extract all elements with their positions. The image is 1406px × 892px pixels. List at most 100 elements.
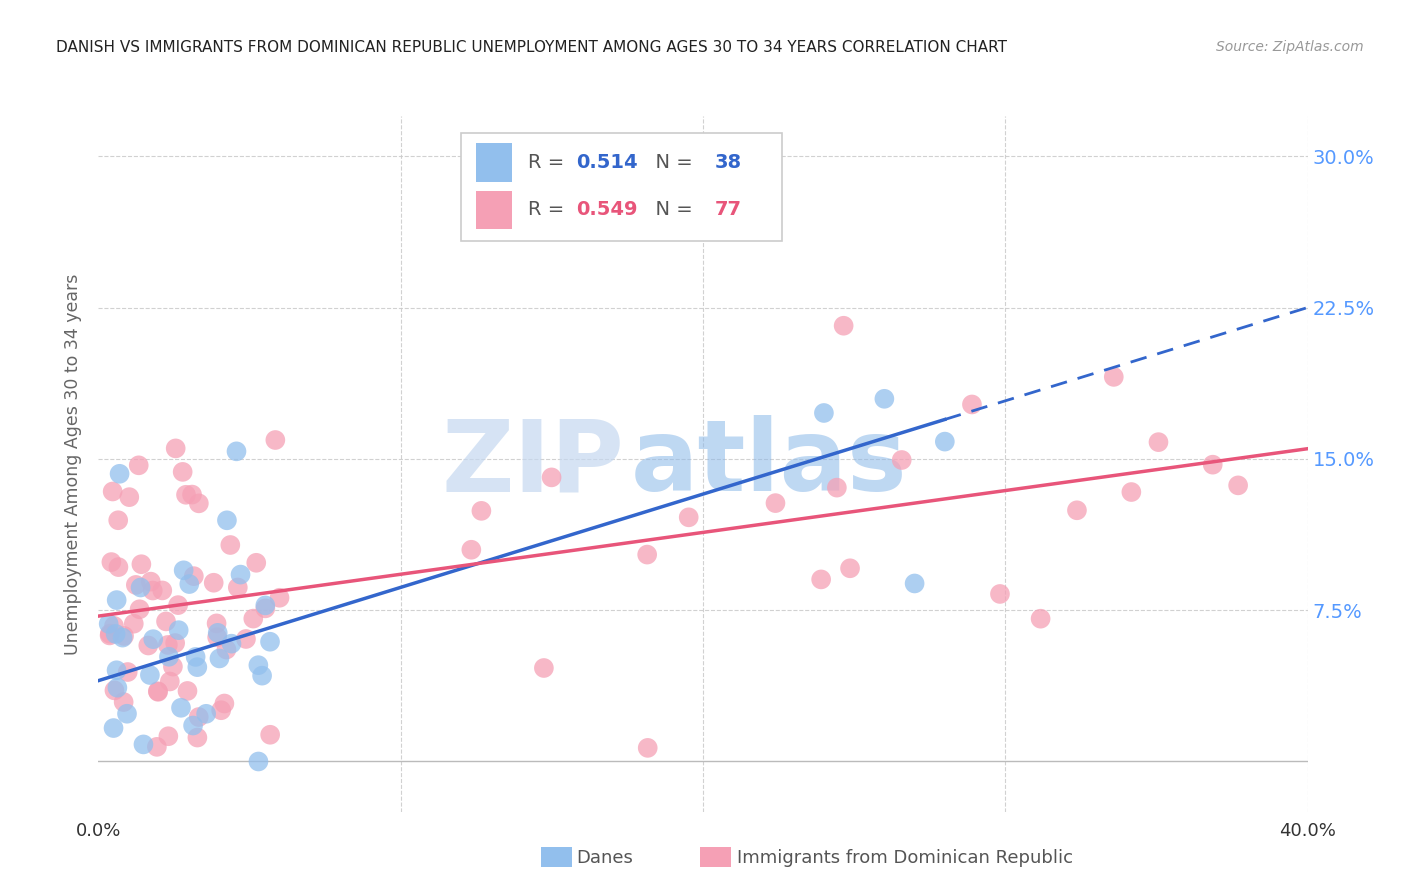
Text: Immigrants from Dominican Republic: Immigrants from Dominican Republic	[737, 849, 1073, 867]
Y-axis label: Unemployment Among Ages 30 to 34 years: Unemployment Among Ages 30 to 34 years	[63, 273, 82, 655]
Point	[136, 639, 159, 653]
Point	[155, 615, 177, 629]
Point	[107, 560, 129, 574]
Point	[832, 318, 855, 333]
Point	[111, 631, 134, 645]
Point	[165, 636, 187, 650]
Point	[873, 392, 896, 406]
Point	[460, 542, 482, 557]
Point	[131, 558, 153, 572]
Point	[187, 710, 209, 724]
Point	[125, 578, 148, 592]
Point	[132, 738, 155, 752]
Point	[245, 556, 267, 570]
Point	[242, 611, 264, 625]
Point	[181, 487, 204, 501]
Point	[1227, 478, 1250, 492]
Point	[636, 548, 658, 562]
Text: 38: 38	[716, 153, 742, 172]
Bar	[475, 144, 512, 182]
Point	[264, 433, 287, 447]
Point	[259, 728, 281, 742]
Point	[97, 616, 120, 631]
Text: 40.0%: 40.0%	[1279, 822, 1336, 839]
Text: Danes: Danes	[576, 849, 633, 867]
Point	[128, 458, 150, 473]
Point	[765, 496, 787, 510]
Point	[105, 593, 128, 607]
Point	[146, 684, 169, 698]
Point	[101, 484, 124, 499]
Point	[100, 555, 122, 569]
Point	[839, 561, 862, 575]
Point	[1147, 435, 1170, 450]
Text: R =: R =	[527, 153, 571, 172]
Point	[205, 616, 228, 631]
Point	[235, 632, 257, 646]
Point	[118, 490, 141, 504]
Point	[107, 513, 129, 527]
Point	[187, 496, 209, 510]
Point	[179, 577, 201, 591]
Point	[181, 718, 204, 732]
Point	[960, 397, 983, 411]
Text: N =: N =	[643, 153, 699, 172]
Point	[254, 601, 277, 615]
Point	[229, 567, 252, 582]
Text: 77: 77	[716, 201, 742, 219]
Point	[112, 629, 135, 643]
Point	[215, 513, 238, 527]
Text: atlas: atlas	[630, 416, 907, 512]
Point	[250, 668, 273, 682]
Point	[146, 739, 169, 754]
Point	[904, 576, 927, 591]
Point	[637, 740, 659, 755]
Point	[98, 626, 121, 640]
Point	[103, 619, 125, 633]
Point	[215, 642, 238, 657]
Text: Source: ZipAtlas.com: Source: ZipAtlas.com	[1216, 40, 1364, 54]
Point	[195, 706, 218, 721]
Point	[115, 706, 138, 721]
Point	[207, 625, 229, 640]
Point	[139, 668, 162, 682]
Point	[156, 638, 179, 652]
Point	[98, 628, 121, 642]
Point	[226, 581, 249, 595]
Point	[247, 658, 270, 673]
Point	[678, 510, 700, 524]
Point	[269, 591, 291, 605]
Text: 0.549: 0.549	[576, 201, 637, 219]
Point	[186, 660, 208, 674]
Point	[128, 602, 150, 616]
Point	[1102, 370, 1125, 384]
Point	[176, 684, 198, 698]
Point	[139, 574, 162, 589]
Point	[221, 637, 243, 651]
Point	[540, 470, 562, 484]
Point	[150, 583, 173, 598]
Text: 0.0%: 0.0%	[76, 822, 121, 839]
Point	[533, 661, 555, 675]
Point	[813, 406, 835, 420]
Point	[146, 685, 169, 699]
Point	[934, 434, 956, 449]
Point	[170, 700, 193, 714]
Point	[142, 632, 165, 647]
Point	[174, 488, 197, 502]
Point	[225, 444, 247, 458]
Point	[157, 729, 180, 743]
Point	[214, 697, 236, 711]
Point	[202, 575, 225, 590]
Point	[177, 861, 200, 875]
Point	[186, 731, 208, 745]
Point	[112, 695, 135, 709]
Text: DANISH VS IMMIGRANTS FROM DOMINICAN REPUBLIC UNEMPLOYMENT AMONG AGES 30 TO 34 YE: DANISH VS IMMIGRANTS FROM DOMINICAN REPU…	[56, 40, 1007, 55]
Point	[205, 630, 228, 644]
Point	[142, 583, 165, 598]
Point	[108, 467, 131, 481]
Point	[157, 649, 180, 664]
Point	[1202, 458, 1225, 472]
Text: R =: R =	[527, 201, 571, 219]
Point	[165, 442, 187, 456]
